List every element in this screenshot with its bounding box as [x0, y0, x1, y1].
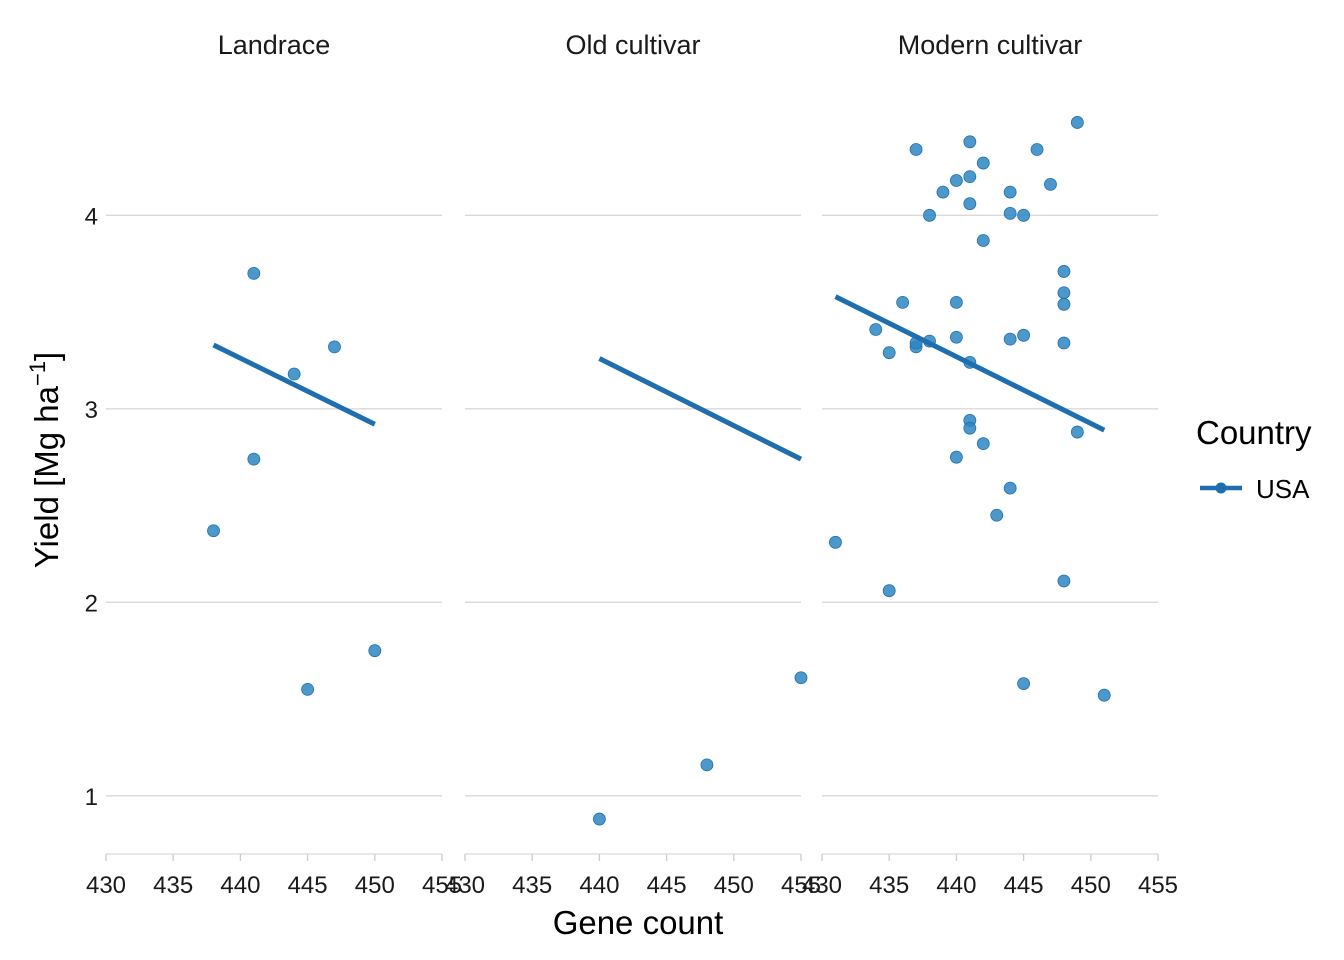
- data-point: [1030, 143, 1044, 156]
- data-point: [869, 323, 883, 336]
- data-point: [963, 170, 977, 184]
- data-point: [1057, 297, 1071, 311]
- panel-landrace: Landrace 1 2 3 4 430 435 440 445 450 455: [85, 30, 462, 899]
- x-tick-label-435: 435: [153, 872, 193, 899]
- facet-title-landrace: Landrace: [218, 30, 331, 60]
- data-point: [963, 197, 977, 211]
- y-axis-title-close: ]: [28, 352, 65, 361]
- data-point: [1017, 328, 1030, 342]
- data-point: [301, 682, 315, 696]
- data-point: [794, 671, 808, 685]
- x-tick-label-430: 430: [802, 872, 842, 899]
- x-tick-label-445: 445: [1004, 872, 1044, 899]
- data-point: [976, 437, 990, 451]
- x-tick-label-440: 440: [220, 872, 260, 899]
- y-tick-label-3: 3: [85, 397, 98, 424]
- data-point: [1057, 286, 1071, 300]
- x-tick-label-445: 445: [288, 872, 328, 899]
- y-tick-label-1: 1: [85, 784, 98, 811]
- data-point: [1017, 208, 1030, 222]
- data-point: [1017, 677, 1030, 690]
- panel-modern-cultivar: Modern cultivar 430 435 440 445 450 455: [802, 30, 1178, 899]
- x-tick-label-450: 450: [355, 872, 395, 899]
- data-point: [829, 535, 842, 549]
- x-tick-label-440: 440: [579, 872, 619, 899]
- y-tick-label-2: 2: [85, 590, 98, 617]
- data-point: [882, 346, 896, 360]
- x-tick-label-440: 440: [936, 872, 976, 899]
- data-point: [950, 295, 963, 309]
- data-point: [247, 266, 261, 280]
- data-point: [976, 234, 990, 247]
- data-point: [1070, 425, 1084, 439]
- facet-title-modern-cultivar: Modern cultivar: [898, 30, 1083, 60]
- data-point: [247, 452, 261, 466]
- data-point: [1003, 185, 1017, 199]
- trend-line-old-cultivar: [598, 356, 803, 462]
- x-tick-label-430: 430: [445, 872, 485, 899]
- data-point: [976, 156, 990, 170]
- data-point: [287, 367, 301, 381]
- data-point: [207, 524, 220, 538]
- legend: Country USA: [1196, 414, 1312, 504]
- legend-key-point: [1215, 482, 1227, 494]
- data-point: [368, 644, 382, 658]
- x-tick-label-450: 450: [1071, 872, 1111, 899]
- data-point: [936, 185, 950, 199]
- data-point: [1003, 481, 1017, 495]
- x-axis-title: Gene count: [553, 904, 724, 941]
- y-axis-title-main: Yield [Mg ha: [28, 385, 65, 568]
- data-point: [950, 450, 963, 464]
- y-axis-title-superscript: −1: [25, 361, 50, 386]
- x-tick-label-455: 455: [1138, 872, 1178, 899]
- data-point: [990, 508, 1004, 522]
- data-point: [882, 584, 896, 598]
- data-point: [1044, 177, 1057, 191]
- y-tick-label-4: 4: [85, 203, 98, 230]
- data-point: [963, 421, 977, 435]
- x-tick-label-435: 435: [512, 872, 552, 899]
- data-point: [1003, 332, 1017, 346]
- x-tick-label-455: 455: [422, 872, 462, 899]
- data-point: [1057, 265, 1071, 278]
- x-tick-label-450: 450: [714, 872, 754, 899]
- data-point: [950, 174, 963, 187]
- data-point: [909, 143, 923, 156]
- data-point: [1057, 336, 1071, 350]
- data-point: [950, 330, 963, 344]
- data-point: [593, 812, 606, 826]
- data-point: [328, 340, 341, 354]
- data-point: [923, 208, 936, 222]
- y-axis-title: Yield [Mg ha−1]: [25, 352, 65, 568]
- data-point: [1070, 116, 1084, 129]
- data-point: [700, 758, 714, 772]
- x-tick-label-445: 445: [647, 872, 687, 899]
- data-point: [896, 295, 910, 309]
- legend-title: Country: [1196, 414, 1312, 451]
- data-point: [1057, 574, 1071, 588]
- trend-line-modern-cultivar: [834, 294, 1106, 433]
- data-point: [1097, 688, 1111, 702]
- panel-old-cultivar: Old cultivar 430 435 440 445 450 455: [445, 30, 821, 899]
- facet-title-old-cultivar: Old cultivar: [565, 30, 700, 60]
- x-tick-label-455: 455: [781, 872, 821, 899]
- x-tick-label-430: 430: [86, 872, 126, 899]
- legend-label-usa: USA: [1256, 474, 1310, 504]
- data-point: [1003, 206, 1017, 220]
- x-tick-label-435: 435: [869, 872, 909, 899]
- trend-line-landrace: [212, 342, 376, 427]
- data-point: [963, 135, 977, 149]
